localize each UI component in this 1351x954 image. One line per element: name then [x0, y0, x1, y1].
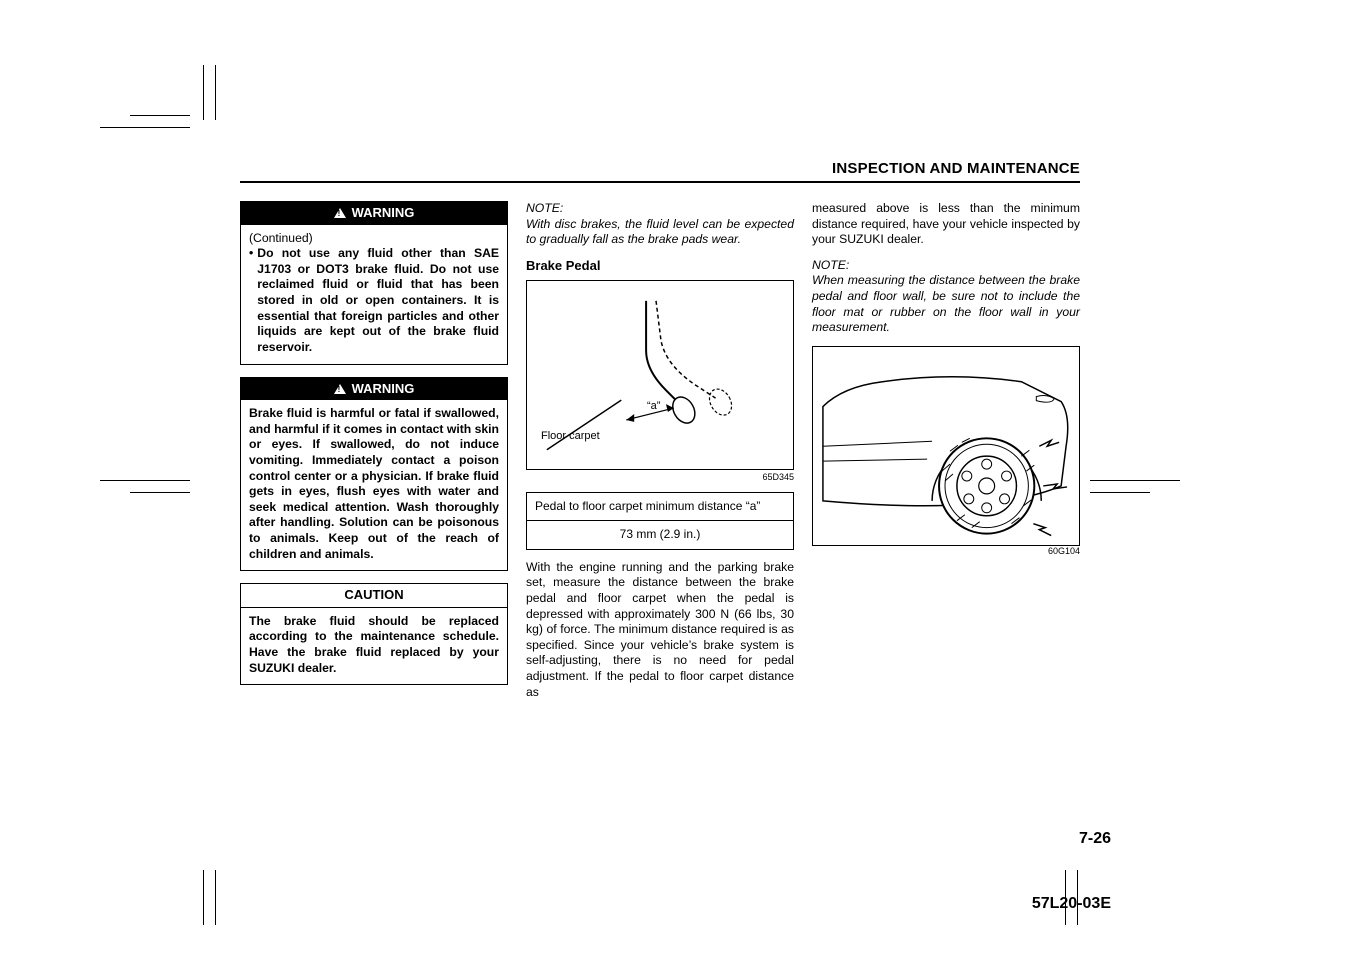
- crop-mark: [215, 65, 216, 120]
- warning-label: WARNING: [352, 205, 415, 222]
- warning-body: (Continued) • Do not use any fluid other…: [241, 225, 507, 364]
- note-label: NOTE:: [812, 258, 1080, 274]
- warning-label: WARNING: [352, 381, 415, 398]
- figure-code: 60G104: [812, 546, 1080, 558]
- running-head: INSPECTION AND MAINTENANCE: [240, 160, 1080, 183]
- floor-carpet-label: Floor carpet: [541, 429, 600, 443]
- column-3: measured above is less than the minimum …: [812, 201, 1080, 700]
- columns: WARNING (Continued) • Do not use any flu…: [240, 201, 1080, 700]
- spec-value: 73 mm (2.9 in.): [527, 520, 793, 548]
- warning-box-1: WARNING (Continued) • Do not use any flu…: [240, 201, 508, 365]
- warning-box-2: WARNING Brake fluid is harmful or fatal …: [240, 377, 508, 572]
- warning-text: Do not use any fluid other than SAE J170…: [257, 246, 499, 355]
- warning-triangle-icon: [334, 208, 346, 218]
- warning-header: WARNING: [241, 202, 507, 225]
- page-content: INSPECTION AND MAINTENANCE WARNING (Cont…: [240, 160, 1080, 700]
- crop-mark: [100, 480, 190, 481]
- figure-brake-pedal: Floor carpet “a”: [526, 280, 794, 470]
- column-2: NOTE: With disc brakes, the fluid level …: [526, 201, 794, 700]
- figure-vehicle-wheel: [812, 346, 1080, 546]
- spec-table: Pedal to floor carpet minimum distance “…: [526, 492, 794, 550]
- caution-header: CAUTION: [241, 584, 507, 608]
- caution-body: The brake fluid should be replaced accor…: [241, 608, 507, 684]
- crop-mark: [1090, 492, 1150, 493]
- crop-mark: [1090, 480, 1180, 481]
- spec-label: Pedal to floor carpet minimum distance “…: [527, 493, 793, 520]
- note-label: NOTE:: [526, 201, 794, 217]
- body-paragraph: With the engine running and the parking …: [526, 560, 794, 700]
- warning-header: WARNING: [241, 378, 507, 401]
- crop-mark: [203, 65, 204, 120]
- page-number: 7-26: [1079, 830, 1111, 848]
- crop-mark: [130, 115, 190, 116]
- warning-triangle-icon: [334, 384, 346, 394]
- note-body: With disc brakes, the fluid level can be…: [526, 217, 794, 248]
- bullet: •: [249, 246, 253, 355]
- column-1: WARNING (Continued) • Do not use any flu…: [240, 201, 508, 700]
- document-code: 57L20-03E: [1032, 895, 1111, 913]
- note-body: When measuring the distance between the …: [812, 273, 1080, 335]
- dimension-a-label: “a”: [647, 399, 660, 413]
- warning-body: Brake fluid is harmful or fatal if swall…: [241, 400, 507, 570]
- crop-mark: [130, 492, 190, 493]
- crop-mark: [215, 870, 216, 925]
- subheading-brake-pedal: Brake Pedal: [526, 258, 794, 275]
- vehicle-diagram-svg: [813, 347, 1079, 546]
- body-paragraph-cont: measured above is less than the minimum …: [812, 201, 1080, 248]
- crop-mark: [203, 870, 204, 925]
- crop-mark: [100, 127, 190, 128]
- figure-code: 65D345: [526, 472, 794, 484]
- caution-box: CAUTION The brake fluid should be replac…: [240, 583, 508, 685]
- continued-label: (Continued): [249, 231, 499, 247]
